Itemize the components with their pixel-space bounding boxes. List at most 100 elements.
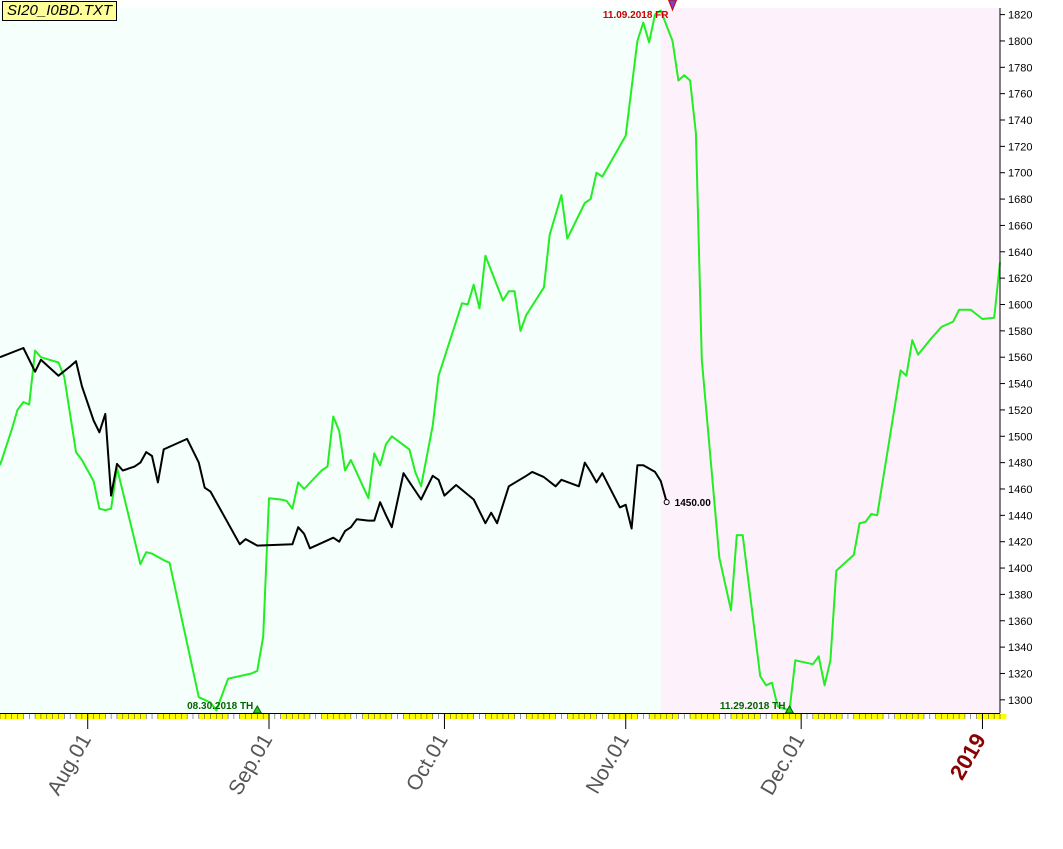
x-day-cell — [994, 714, 1001, 719]
x-day-cell — [859, 714, 866, 719]
x-day-cell — [760, 714, 767, 719]
y-axis: 1300 1320 1340 1360 1380 1400 1420 1440 1460 1480… — [999, 8, 1032, 713]
x-day-cell — [356, 714, 364, 719]
high-marker — [667, 0, 678, 12]
x-day-cell — [163, 714, 171, 719]
x-month-label: Nov.01 — [582, 730, 634, 798]
x-day-cell — [380, 714, 387, 719]
x-day-cell — [719, 714, 726, 719]
annotations-layer: 08.30.2018 TH 11.29.2018 TH 11.09.2018 FR — [187, 0, 795, 714]
x-day-cell — [438, 714, 445, 719]
x-day-cell — [233, 714, 241, 719]
x-day-cell — [672, 714, 679, 719]
x-day-cell — [204, 714, 212, 719]
x-day-cell — [345, 714, 352, 719]
y-tick-label: 1320 — [1008, 668, 1032, 680]
x-day-cell — [690, 714, 697, 719]
x-day-cell — [52, 714, 59, 719]
x-day-cell — [385, 714, 393, 719]
x-day-cell — [830, 714, 837, 719]
x-day-cell — [766, 714, 773, 719]
x-day-cell — [549, 714, 557, 719]
x-day-cell — [245, 714, 252, 719]
x-day-cell — [988, 714, 995, 719]
x-day-cell — [450, 714, 457, 719]
x-day-cell — [584, 714, 592, 719]
y-tick-label: 1680 — [1008, 194, 1032, 206]
y-tick-label: 1540 — [1008, 379, 1032, 391]
x-day-cell — [374, 714, 381, 719]
y-tick-label: 1400 — [1008, 563, 1032, 575]
x-day-cell — [403, 714, 410, 719]
x-month-label: Dec.01 — [756, 730, 809, 799]
x-day-cell — [695, 714, 703, 719]
x-day-cell — [561, 714, 568, 719]
x-day-cell — [304, 714, 311, 719]
x-day-cell — [485, 714, 492, 719]
x-day-cell — [222, 714, 229, 719]
x-day-cell — [29, 714, 36, 719]
y-tick-label: 1440 — [1008, 510, 1032, 522]
x-day-cell — [152, 714, 159, 719]
x-day-cell — [883, 714, 890, 719]
x-day-cell — [929, 714, 937, 719]
x-day-cell — [877, 714, 884, 719]
x-day-cell — [918, 714, 925, 719]
x-day-cell — [865, 714, 872, 719]
x-month-label: 2019 — [945, 729, 991, 784]
x-day-cell — [941, 714, 948, 719]
x-day-cell — [409, 714, 416, 719]
y-tick-label: 1380 — [1008, 589, 1032, 601]
x-day-cell — [239, 714, 247, 719]
x-day-cell — [742, 714, 750, 719]
x-day-cell — [315, 714, 323, 719]
x-day-cell — [298, 714, 305, 719]
x-day-cell — [81, 714, 89, 719]
x-day-cell — [543, 714, 551, 719]
x-day-cell — [263, 714, 270, 719]
x-day-cell — [625, 714, 633, 719]
x-day-cell — [725, 714, 732, 719]
x-day-cell — [748, 714, 755, 719]
x-day-cell — [467, 714, 475, 719]
x-day-cell — [93, 714, 100, 719]
x-day-cell — [1000, 714, 1007, 719]
x-day-cell — [754, 714, 761, 719]
y-tick-label: 1560 — [1008, 352, 1032, 364]
x-day-cell — [228, 714, 235, 719]
x-day-cell — [269, 714, 276, 719]
x-day-cell — [309, 714, 317, 719]
x-day-cell — [111, 714, 118, 719]
x-day-cell — [631, 714, 638, 719]
low-annotation-label: 08.30.2018 TH — [187, 701, 253, 712]
x-day-cell — [707, 714, 714, 719]
x-day-cell — [649, 714, 656, 719]
x-day-cell — [567, 714, 574, 719]
x-day-cell — [187, 714, 194, 719]
y-tick-label: 1500 — [1008, 431, 1032, 443]
x-month-label: Sep.01 — [224, 730, 277, 799]
y-tick-label: 1820 — [1008, 10, 1032, 22]
x-day-cell — [871, 714, 878, 719]
y-tick-label: 1360 — [1008, 616, 1032, 628]
x-day-cell — [46, 714, 54, 719]
x-day-cell — [783, 714, 790, 719]
x-day-cell — [730, 714, 738, 719]
x-day-cell — [824, 714, 831, 719]
x-day-cell — [789, 714, 796, 719]
series-line-0 — [0, 9, 1001, 712]
x-day-cell — [415, 714, 422, 719]
x-day-cell — [894, 714, 902, 719]
chart-title: SI20_I0BD.TXT — [2, 1, 118, 21]
y-tick-label: 1620 — [1008, 273, 1032, 285]
x-day-cell — [339, 714, 346, 719]
series-layer: 1450.00 — [0, 9, 1001, 712]
x-day-cell — [175, 714, 182, 719]
x-day-cell — [23, 714, 30, 719]
x-day-cell — [912, 714, 919, 719]
x-day-cell — [257, 714, 264, 719]
x-day-cell — [801, 714, 808, 719]
x-day-cell — [888, 714, 896, 719]
x-day-cell — [578, 714, 586, 719]
